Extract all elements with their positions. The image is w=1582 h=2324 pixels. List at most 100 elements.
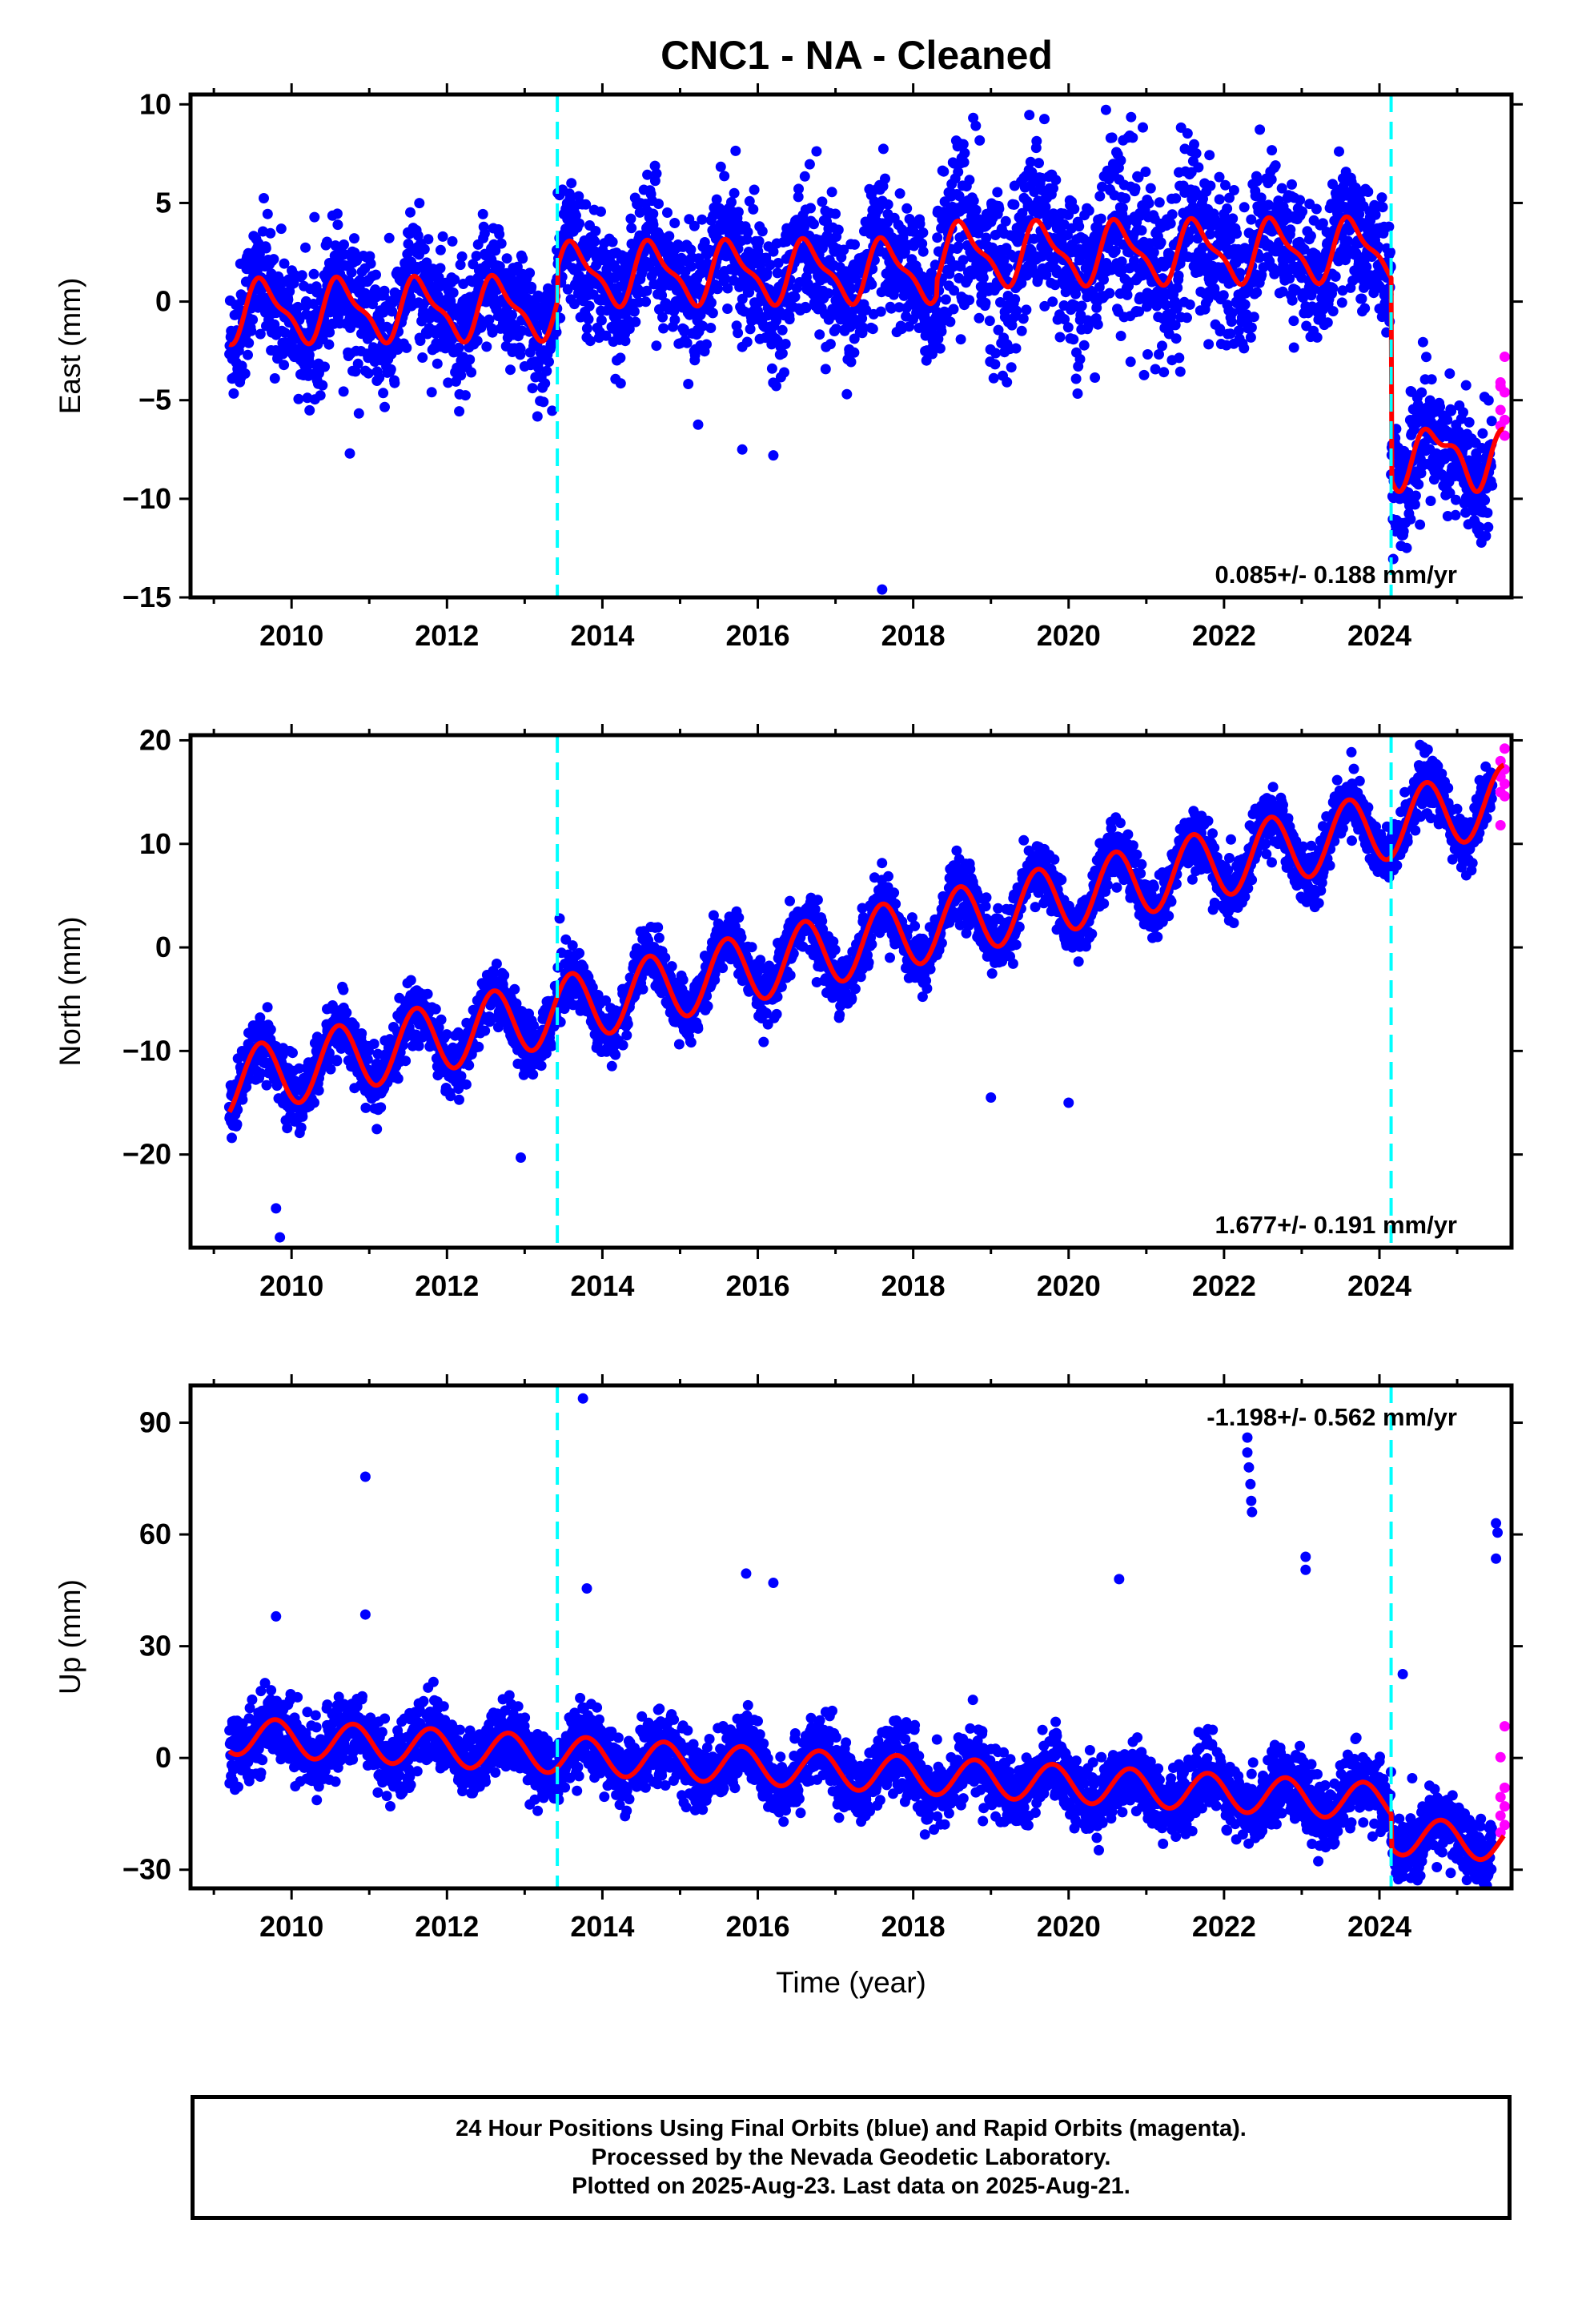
data-point xyxy=(1287,295,1298,306)
data-point xyxy=(742,227,753,238)
data-point xyxy=(823,287,833,299)
data-point xyxy=(436,1014,447,1025)
data-point xyxy=(780,339,791,349)
data-point xyxy=(1182,128,1193,139)
data-point xyxy=(1166,209,1178,220)
data-point xyxy=(536,1060,547,1072)
data-point xyxy=(711,194,722,205)
data-point xyxy=(656,290,668,301)
data-point xyxy=(421,257,432,268)
data-point xyxy=(296,270,307,281)
data-point xyxy=(964,175,975,186)
data-point xyxy=(1062,322,1074,333)
data-point xyxy=(378,388,389,399)
data-point xyxy=(574,218,585,229)
data-point xyxy=(1204,150,1215,161)
data-point xyxy=(1287,179,1297,190)
data-point xyxy=(681,337,693,348)
data-point xyxy=(279,328,291,339)
data-point xyxy=(658,323,669,334)
data-point xyxy=(237,1094,248,1105)
data-point xyxy=(309,1097,319,1108)
data-point xyxy=(269,373,280,384)
x-tick-label: 2012 xyxy=(415,619,479,652)
data-point xyxy=(1140,167,1151,177)
data-point xyxy=(1039,114,1050,125)
data-point xyxy=(988,372,999,384)
data-point xyxy=(772,267,783,279)
plots-canvas: 2010 2012 2014 2016 2018 2020 2022 2024−15−10−5… xyxy=(54,83,1523,1999)
data-point xyxy=(992,187,1003,198)
data-point xyxy=(814,329,825,340)
data-point xyxy=(701,339,712,350)
data-point xyxy=(227,1132,237,1144)
data-point xyxy=(799,171,810,182)
data-point xyxy=(679,326,690,337)
x-tick-label: 2020 xyxy=(1037,619,1101,652)
x-tick-label: 2024 xyxy=(1347,619,1411,652)
data-point xyxy=(1227,213,1239,224)
data-point xyxy=(1477,428,1488,439)
data-point xyxy=(544,356,554,368)
data-point xyxy=(352,358,363,369)
data-point xyxy=(303,349,315,360)
data-point xyxy=(584,336,596,347)
data-point xyxy=(1074,354,1086,364)
data-point xyxy=(1130,183,1141,194)
data-point xyxy=(379,401,390,412)
data-point xyxy=(524,267,536,279)
data-point xyxy=(1094,191,1106,202)
data-point xyxy=(841,388,853,400)
data-point xyxy=(733,328,744,339)
data-point xyxy=(1246,322,1257,333)
data-point xyxy=(940,294,951,305)
data-point xyxy=(741,336,753,348)
data-point xyxy=(804,159,815,170)
data-point xyxy=(480,1025,491,1036)
data-point xyxy=(726,197,737,207)
data-point xyxy=(287,1047,298,1059)
data-point xyxy=(414,198,425,209)
data-point xyxy=(630,316,641,328)
data-point xyxy=(1239,202,1250,213)
data-point xyxy=(1193,162,1204,173)
data-point xyxy=(332,219,343,231)
data-point xyxy=(1239,299,1251,310)
data-point xyxy=(590,226,601,236)
data-point xyxy=(1305,231,1316,242)
data-point xyxy=(371,1124,383,1135)
data-point xyxy=(779,367,789,378)
data-point xyxy=(1377,202,1388,213)
data-point xyxy=(596,206,606,217)
x-tick-label: 2018 xyxy=(881,619,946,652)
data-point xyxy=(279,360,290,371)
data-point xyxy=(1460,380,1472,391)
data-point xyxy=(1018,313,1029,324)
data-point xyxy=(826,187,837,198)
data-point xyxy=(345,322,355,333)
data-point xyxy=(1288,342,1299,353)
data-point xyxy=(356,1028,367,1039)
data-point xyxy=(768,246,779,257)
data-point xyxy=(239,368,251,379)
data-point xyxy=(615,352,626,364)
data-point xyxy=(959,147,970,159)
x-tick-label: 2016 xyxy=(725,619,789,652)
data-point xyxy=(1359,303,1371,314)
data-point xyxy=(581,323,592,334)
data-point xyxy=(917,227,929,238)
data-point xyxy=(1483,395,1494,406)
data-point xyxy=(1115,331,1126,341)
data-point xyxy=(648,219,659,230)
data-point xyxy=(1122,289,1133,300)
data-point xyxy=(496,238,507,249)
data-point xyxy=(283,294,294,305)
data-point xyxy=(1158,367,1170,378)
data-point xyxy=(706,297,717,308)
data-point xyxy=(765,259,776,271)
data-point xyxy=(297,1111,308,1122)
data-point xyxy=(1117,203,1128,214)
data-point xyxy=(651,340,662,352)
data-point xyxy=(753,246,764,257)
data-point xyxy=(970,204,982,215)
